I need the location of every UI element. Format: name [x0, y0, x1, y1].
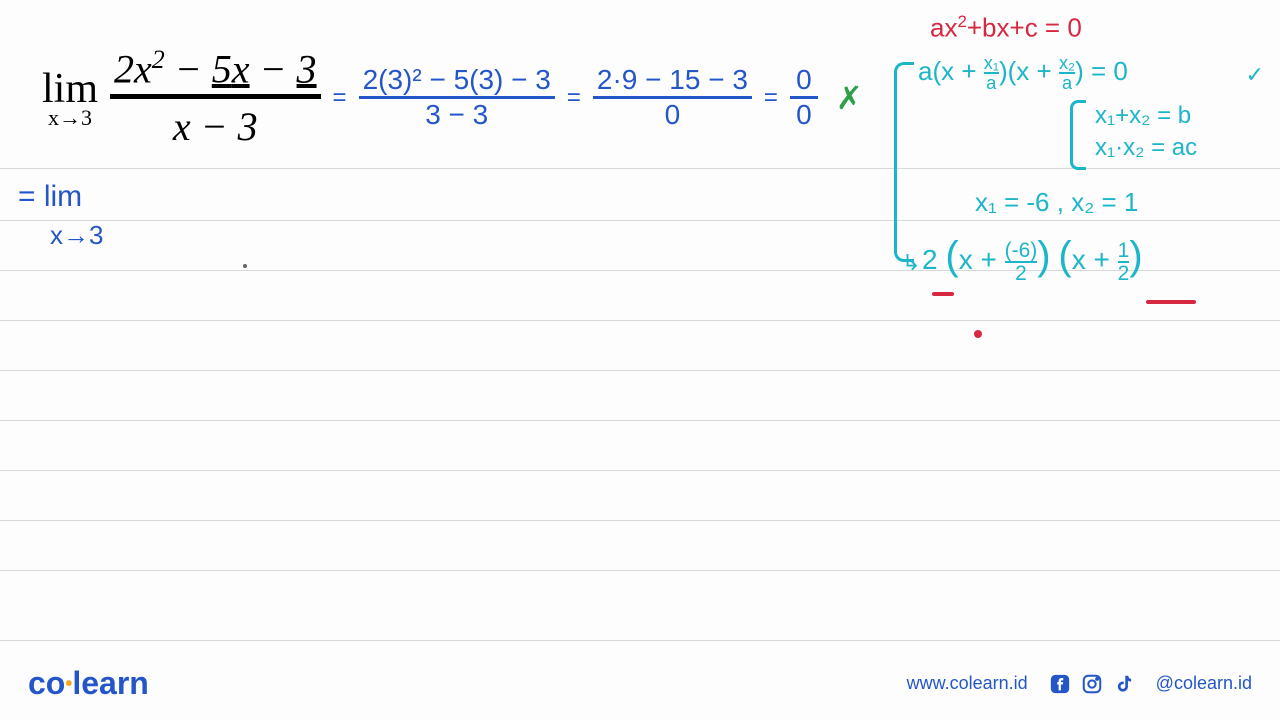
- main-content: lim x→3 2x2 − 5x − 3 x − 3 = 2(3)² − 5(3…: [0, 0, 1280, 720]
- factored-form: a(x + x₁a)(x + x₂a) = 0: [918, 54, 1128, 92]
- equals-3: =: [764, 84, 778, 112]
- second-limit-prefix: = lim: [18, 180, 82, 214]
- indeterminate-cross-icon: ✗: [836, 79, 863, 117]
- sum-constraint: x₁+x₂ = b: [1095, 102, 1191, 130]
- sub-step-2: 2·9 − 15 − 3 0: [593, 64, 752, 131]
- step2-den: 0: [661, 99, 685, 131]
- second-limit-approach: x→3: [50, 220, 103, 251]
- footer: co•learn www.colearn.id @colearn.id: [0, 665, 1280, 702]
- sub-step-1: 2(3)² − 5(3) − 3 3 − 3: [359, 64, 555, 131]
- footer-url: www.colearn.id: [907, 673, 1028, 694]
- red-dot-icon: [974, 330, 982, 338]
- tiktok-icon: [1112, 672, 1136, 696]
- quadratic-formula: ax2+bx+c = 0: [930, 12, 1082, 44]
- step2-num: 2·9 − 15 − 3: [593, 64, 752, 96]
- sub-step-3: 0 0: [790, 64, 818, 131]
- logo-co: co: [28, 665, 65, 701]
- colearn-logo: co•learn: [28, 665, 149, 702]
- equals-2: =: [567, 84, 581, 112]
- step3-num: 0: [792, 64, 816, 96]
- note-bracket: [894, 62, 914, 262]
- equals-1: =: [333, 84, 347, 112]
- step3-den: 0: [792, 99, 816, 131]
- constraint-brace: [1070, 100, 1086, 170]
- stray-dot: [243, 264, 247, 268]
- instagram-icon: [1080, 672, 1104, 696]
- facebook-icon: [1048, 672, 1072, 696]
- roots-values: x₁ = -6 , x₂ = 1: [975, 187, 1138, 218]
- red-underline-icon: [932, 292, 954, 296]
- step1-num: 2(3)² − 5(3) − 3: [359, 64, 555, 96]
- product-constraint: x₁·x₂ = ac: [1095, 134, 1197, 162]
- logo-learn: learn: [72, 665, 148, 701]
- red-underline-icon: [1146, 300, 1196, 304]
- arrow-icon: ↳: [902, 250, 920, 276]
- social-handle: @colearn.id: [1156, 673, 1252, 694]
- social-icons: [1048, 672, 1136, 696]
- step1-den: 3 − 3: [421, 99, 492, 131]
- substituted-factored: 2 (x + (-6)2) (x + 12): [922, 234, 1143, 284]
- footer-right: www.colearn.id @colearn.id: [907, 672, 1252, 696]
- limit-fraction: 2x2 − 5x − 3 x − 3: [110, 45, 321, 150]
- denominator: x − 3: [169, 99, 262, 150]
- numerator: 2x2 − 5x − 3: [110, 45, 321, 96]
- limit-expression-row: lim x→3 2x2 − 5x − 3 x − 3 = 2(3)² − 5(3…: [42, 45, 863, 150]
- check-icon: ✓: [1246, 62, 1264, 88]
- limit-operator: lim x→3: [42, 65, 98, 131]
- logo-dot: •: [65, 673, 72, 695]
- lim-approach: x→3: [48, 105, 92, 131]
